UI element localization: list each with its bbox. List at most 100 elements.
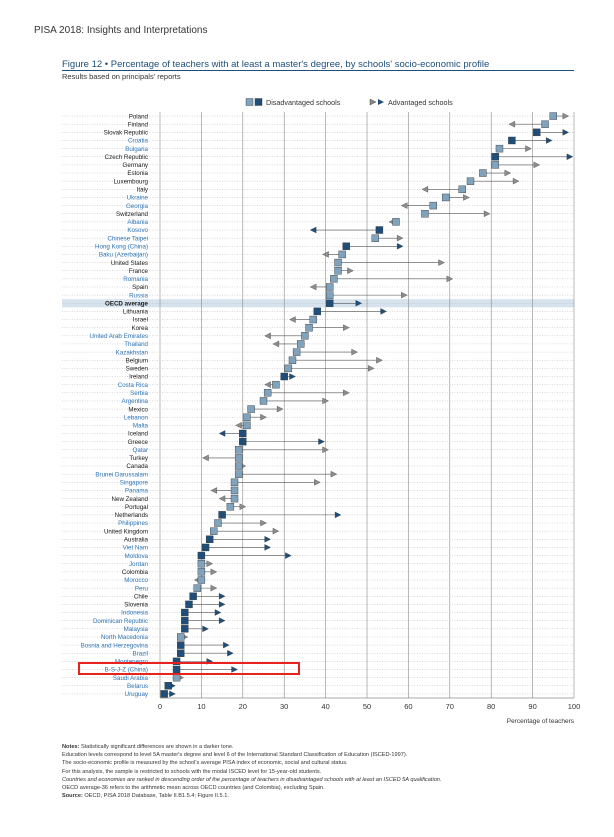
- country-label: Uruguay: [125, 691, 149, 698]
- disadvantaged-marker: [342, 242, 350, 250]
- disadvantaged-marker: [234, 462, 243, 470]
- disadvantaged-marker: [234, 446, 243, 454]
- advantaged-marker: [562, 112, 570, 120]
- advantaged-marker: [260, 413, 267, 421]
- disadvantaged-marker: [230, 486, 239, 495]
- disadvantaged-marker: [193, 584, 201, 592]
- country-label: Mexico: [128, 406, 148, 413]
- country-label: Hong Kong (China): [95, 243, 148, 250]
- disadvantaged-marker: [259, 397, 268, 405]
- disadvantaged-marker: [549, 112, 557, 120]
- country-label: North Macedonia: [101, 634, 149, 641]
- notes-section: Notes: Statistically significant differe…: [62, 743, 582, 800]
- note-line-3: The socio-economic profile is measured b…: [62, 760, 348, 767]
- disadvantaged-marker: [305, 323, 313, 332]
- note-line-1: Statistically significant differences ar…: [80, 744, 234, 750]
- advantaged-marker: [309, 283, 317, 291]
- figure-title: Figure 12 • Percentage of teachers with …: [62, 59, 490, 70]
- country-label: New Zealand: [112, 496, 149, 503]
- disadvantaged-marker: [508, 136, 516, 145]
- disadvantaged-marker: [230, 494, 239, 503]
- advantaged-marker: [512, 177, 520, 185]
- country-label: Montenegro: [115, 659, 149, 666]
- advantaged-marker: [264, 544, 271, 551]
- x-tick-label: 0: [158, 702, 162, 711]
- country-label: Iceland: [128, 431, 149, 438]
- country-label: Ukraine: [127, 195, 149, 202]
- disadvantaged-marker: [313, 307, 322, 316]
- country-label: OECD average: [105, 300, 149, 307]
- disadvantaged-marker: [326, 291, 334, 299]
- advantaged-marker: [546, 137, 553, 144]
- country-label: Belgium: [126, 357, 148, 364]
- disadvantaged-marker: [458, 185, 466, 194]
- disadvantaged-marker: [176, 633, 185, 641]
- advantaged-marker: [218, 593, 226, 600]
- country-label: France: [129, 268, 149, 275]
- disadvantaged-marker: [164, 682, 172, 690]
- advantaged-marker: [218, 495, 226, 502]
- advantaged-marker: [334, 511, 342, 519]
- advantaged-marker: [322, 446, 329, 454]
- country-label: Czech Republic: [105, 154, 148, 161]
- advantaged-marker: [218, 601, 226, 608]
- advantaged-marker: [206, 560, 214, 567]
- country-label: Netherlands: [115, 512, 148, 519]
- country-label: Serbia: [130, 390, 148, 397]
- disadvantaged-marker: [247, 405, 255, 413]
- advantaged-marker: [355, 300, 363, 307]
- advantaged-marker: [380, 308, 387, 315]
- disadvantaged-marker: [172, 673, 181, 682]
- disadvantaged-marker: [243, 421, 251, 430]
- disadvantaged-marker: [185, 600, 193, 609]
- country-label: Dominican Republic: [93, 618, 148, 625]
- disadvantaged-marker: [429, 201, 437, 210]
- country-label: Italy: [137, 187, 149, 194]
- disadvantaged-marker: [172, 665, 181, 674]
- country-label: Romania: [123, 276, 148, 283]
- disadvantaged-marker: [197, 568, 206, 576]
- disadvantaged-marker: [280, 372, 288, 381]
- disadvantaged-marker: [491, 161, 500, 169]
- country-label: Sweden: [126, 366, 149, 373]
- disadvantaged-marker: [466, 177, 475, 185]
- country-label: Chile: [134, 593, 149, 600]
- advantaged-marker: [210, 487, 217, 494]
- disadvantaged-marker: [197, 560, 206, 568]
- country-label: Brunei Darussalam: [95, 471, 148, 478]
- advantaged-marker: [227, 649, 234, 657]
- disadvantaged-marker: [301, 332, 309, 340]
- disadvantaged-marker: [263, 389, 272, 397]
- country-label: Philippines: [118, 520, 148, 527]
- disadvantaged-marker: [288, 356, 297, 364]
- country-label: Malaysia: [124, 626, 149, 633]
- country-label: Brazil: [133, 650, 148, 657]
- advantaged-marker: [376, 356, 383, 364]
- disadvantaged-marker: [210, 527, 218, 535]
- advantaged-marker: [504, 169, 512, 177]
- advantaged-marker: [343, 324, 350, 331]
- advantaged-marker: [396, 243, 404, 250]
- country-label: Baku (Azerbaijan): [99, 252, 148, 259]
- country-label: Moldova: [125, 553, 149, 560]
- disadvantaged-marker: [495, 144, 504, 153]
- country-label: Croatia: [128, 138, 149, 145]
- country-label: Bosnia and Herzegovina: [81, 642, 149, 649]
- advantaged-marker: [396, 234, 404, 242]
- advantaged-marker: [351, 348, 358, 356]
- advantaged-marker: [314, 479, 321, 486]
- country-label: Spain: [132, 284, 148, 291]
- advantaged-marker: [218, 430, 226, 437]
- advantaged-marker: [322, 397, 329, 405]
- advantaged-marker: [309, 226, 317, 234]
- x-tick-label: 100: [568, 702, 581, 711]
- advantaged-marker: [421, 186, 429, 193]
- country-label: Finland: [128, 121, 149, 128]
- advantaged-marker: [218, 617, 226, 624]
- advantaged-marker: [367, 365, 375, 372]
- advantaged-marker: [343, 389, 350, 397]
- country-label: Slovak Republic: [104, 130, 148, 137]
- disadvantaged-marker: [181, 616, 189, 625]
- figure-subtitle: Results based on principals' reports: [62, 72, 181, 81]
- country-label: Malta: [133, 423, 149, 430]
